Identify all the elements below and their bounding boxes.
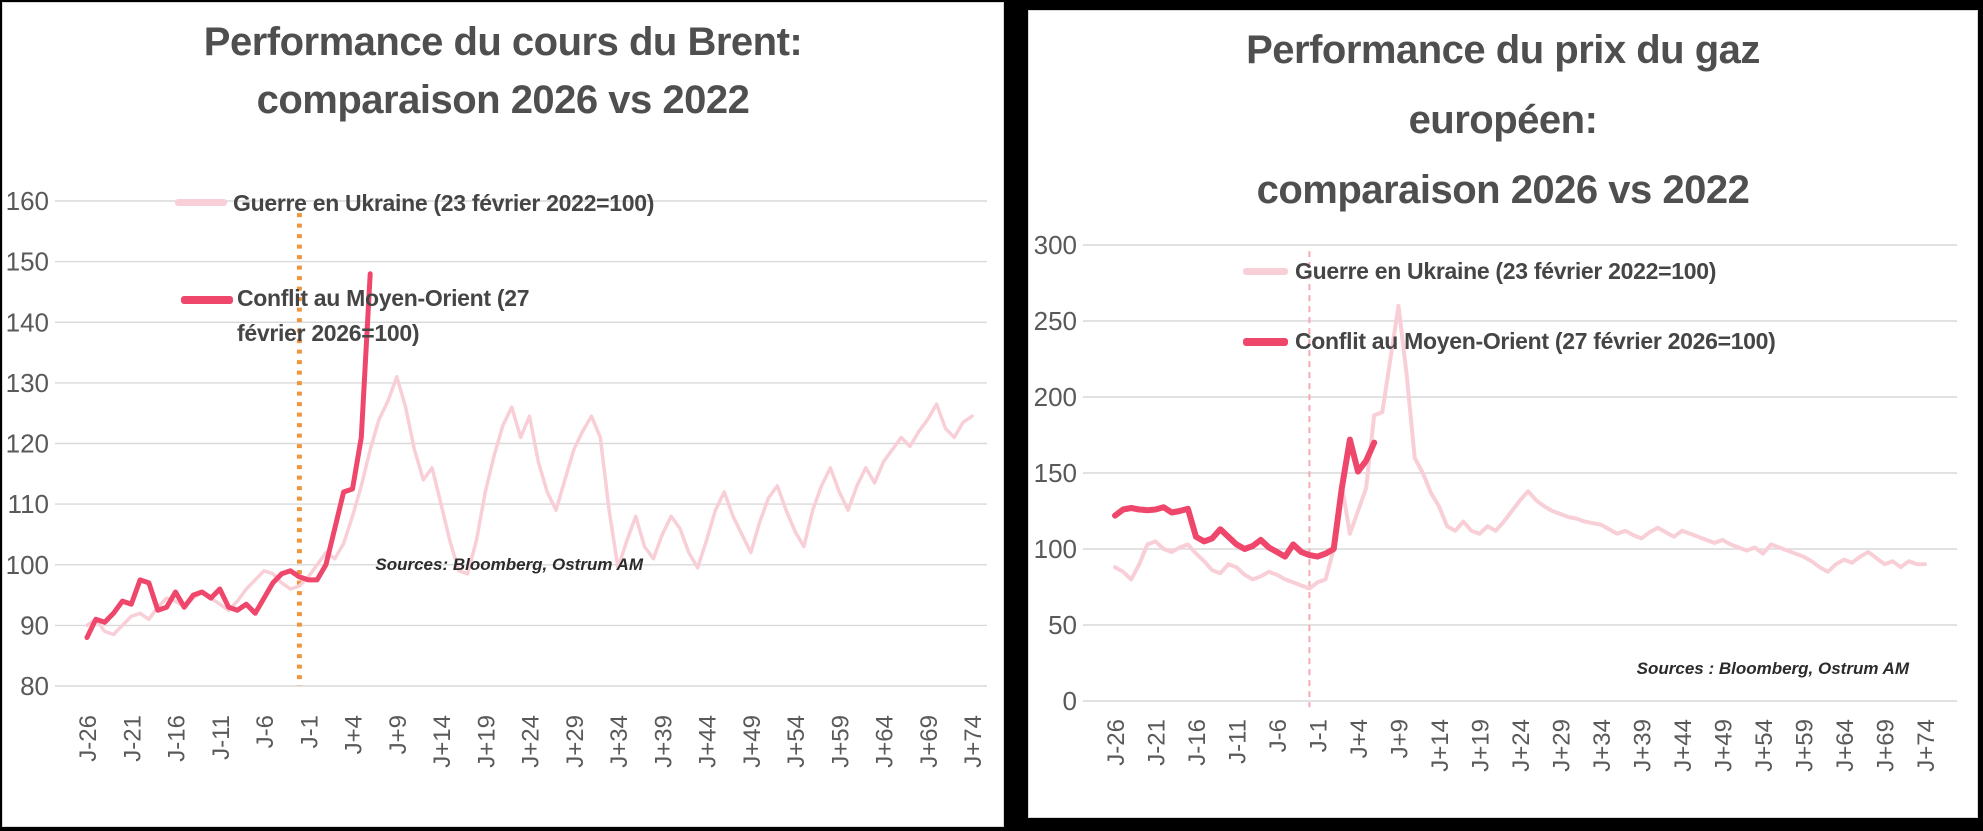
- y-tick-label: 130: [6, 368, 49, 398]
- x-tick-label: J-21: [119, 715, 146, 762]
- x-tick-label: J+34: [606, 715, 633, 768]
- x-tick-label: J+14: [1427, 719, 1454, 772]
- x-tick-label: J+54: [783, 715, 810, 768]
- legend-swatch-conflit-moyen-orient: [1243, 338, 1288, 346]
- y-tick-label: 50: [1048, 610, 1077, 640]
- x-tick-label: J+39: [1630, 719, 1657, 772]
- y-tick-label: 150: [1034, 458, 1077, 488]
- gas-title-line-2: européen:: [1408, 98, 1598, 142]
- y-tick-label: 110: [8, 489, 49, 519]
- x-tick-label: J+69: [1873, 719, 1900, 772]
- x-tick-label: J+49: [1711, 719, 1738, 772]
- x-tick-label: J+39: [650, 715, 677, 768]
- brent-chart-title: Performance du cours du Brent: comparais…: [3, 13, 1003, 129]
- x-tick-label: J-11: [208, 715, 235, 760]
- gas-title-line-3: comparaison 2026 vs 2022: [1256, 168, 1750, 212]
- y-tick-label: 200: [1034, 382, 1077, 412]
- x-tick-label: J+29: [562, 715, 589, 768]
- y-tick-label: 0: [1063, 686, 1077, 716]
- x-tick-label: J-11: [1225, 719, 1252, 764]
- brent-chart: 80 90 100 110 120 130 140 150 160 J-26 J-21 J-16 J-1…: [6, 186, 987, 768]
- x-tick-label: J+34: [1589, 719, 1616, 772]
- brent-sources-note: Sources: Bloomberg, Ostrum AM: [375, 555, 643, 574]
- x-tick-label: J+4: [1346, 719, 1373, 758]
- series-line-conflit-moyen-orient-2026: [1112, 436, 1378, 560]
- x-tick-label: J+44: [695, 715, 722, 768]
- x-tick-label: J+24: [1508, 719, 1535, 772]
- x-tick-label: J+44: [1670, 719, 1697, 772]
- brent-title-line-1: Performance du cours du Brent:: [203, 20, 803, 64]
- legend-label-conflit-moyen-orient: Conflit au Moyen-Orient (27 février 2026…: [1295, 328, 1776, 354]
- x-tick-label: J+9: [385, 715, 412, 754]
- legend-swatch-conflit-moyen-orient: [181, 296, 233, 304]
- x-tick-label: J+24: [518, 715, 545, 768]
- brent-title-line-2: comparaison 2026 vs 2022: [256, 78, 750, 122]
- legend-label-guerre-ukraine: Guerre en Ukraine (23 février 2022=100): [1295, 258, 1717, 284]
- y-tick-label: 150: [6, 247, 49, 277]
- x-tick-label: J+4: [341, 715, 368, 754]
- series-line-conflit-moyen-orient-2026: [84, 271, 373, 640]
- x-tick-label: J+59: [1792, 719, 1819, 772]
- x-tick-label: J+74: [1913, 719, 1940, 772]
- y-tick-label: 100: [6, 550, 49, 580]
- gas-chart: 0 50 100 150 200 250 300 J-26 J-21 J-16 J-11 J-6 J-1…: [1034, 230, 1957, 772]
- brent-chart-panel: 80 90 100 110 120 130 140 150 160 J-26 J-21 J-16 J-1…: [2, 2, 1004, 827]
- y-tick-label: 100: [1034, 534, 1077, 564]
- y-tick-label: 300: [1034, 230, 1077, 260]
- x-tick-label: J+69: [916, 715, 943, 768]
- series-line-guerre-ukraine-2022: [1113, 303, 1927, 591]
- x-tick-label: J+64: [872, 715, 899, 768]
- legend-label-conflit-moyen-orient: Conflit au Moyen-Orient (27 février 2026…: [237, 285, 530, 346]
- y-tick-label: 250: [1034, 306, 1077, 336]
- x-tick-label: J-26: [1103, 719, 1130, 766]
- y-tick-label: 160: [6, 186, 49, 216]
- gas-title-line-1: Performance du prix du gaz: [1246, 28, 1760, 72]
- gas-chart-title: Performance du prix du gaz européen: com…: [1029, 15, 1977, 225]
- x-tick-label: J+9: [1387, 719, 1414, 758]
- y-tick-label: 120: [6, 429, 49, 459]
- x-tick-label: J+64: [1832, 719, 1859, 772]
- y-tick-label: 80: [20, 671, 49, 701]
- legend-swatch-guerre-ukraine: [1243, 268, 1288, 275]
- y-tick-label: 140: [6, 307, 49, 337]
- x-tick-label: J+14: [429, 715, 456, 768]
- legend-label-guerre-ukraine: Guerre en Ukraine (23 février 2022=100): [233, 190, 655, 216]
- legend-swatch-guerre-ukraine: [175, 199, 227, 206]
- x-tick-label: J+19: [1468, 719, 1495, 772]
- y-tick-label: 90: [20, 610, 49, 640]
- series-line-guerre-ukraine-2022: [85, 375, 974, 637]
- x-tick-label: J+19: [473, 715, 500, 768]
- x-tick-label: J-6: [252, 715, 279, 748]
- x-tick-label: J-1: [296, 715, 323, 748]
- x-tick-label: J+54: [1751, 719, 1778, 772]
- x-tick-label: J-21: [1144, 719, 1171, 766]
- x-tick-label: J-1: [1306, 719, 1333, 752]
- x-tick-label: J-16: [164, 715, 191, 762]
- x-tick-label: J-6: [1265, 719, 1292, 752]
- x-tick-label: J-16: [1184, 719, 1211, 766]
- gas-chart-panel: 0 50 100 150 200 250 300 J-26 J-21 J-16 J-11 J-6 J-1…: [1028, 10, 1978, 818]
- x-tick-label: J+49: [739, 715, 766, 768]
- gas-sources-note: Sources : Bloomberg, Ostrum AM: [1636, 659, 1909, 678]
- x-tick-label: J+59: [827, 715, 854, 768]
- x-tick-label: J-26: [75, 715, 102, 762]
- x-tick-label: J+74: [960, 715, 987, 768]
- x-tick-label: J+29: [1549, 719, 1576, 772]
